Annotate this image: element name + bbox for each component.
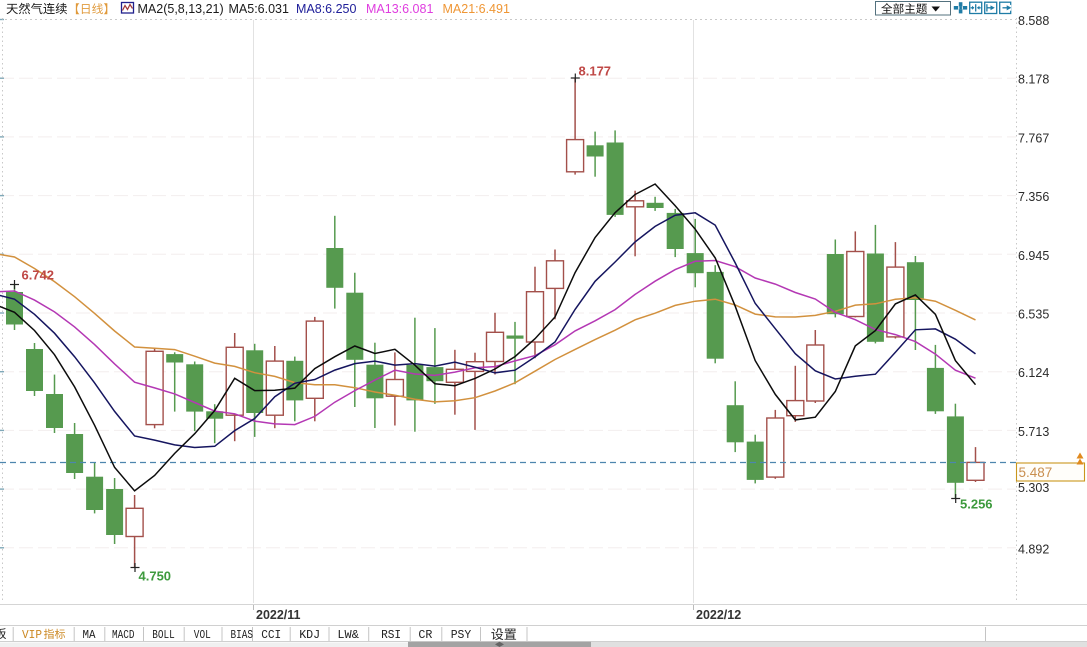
svg-text:8.588: 8.588: [1018, 14, 1049, 28]
svg-text:RSI: RSI: [381, 628, 401, 642]
svg-text:6.535: 6.535: [1018, 308, 1049, 322]
svg-text:2022/12: 2022/12: [696, 608, 741, 622]
svg-text:PSY: PSY: [451, 628, 472, 642]
svg-text:BIAS: BIAS: [231, 628, 254, 642]
svg-text:MA8:6.250: MA8:6.250: [296, 2, 357, 16]
svg-text:CCI: CCI: [261, 628, 281, 642]
svg-text:6.124: 6.124: [1018, 366, 1049, 380]
svg-text:MA2(5,8,13,21): MA2(5,8,13,21): [138, 2, 224, 16]
svg-text:VIP: VIP: [22, 628, 42, 642]
svg-text:7.356: 7.356: [1018, 190, 1049, 204]
svg-text:8.177: 8.177: [579, 64, 612, 79]
svg-text:MA5:6.031: MA5:6.031: [229, 2, 290, 16]
svg-text:5.713: 5.713: [1018, 425, 1049, 439]
svg-text:LW&: LW&: [337, 628, 359, 642]
svg-text:5.487: 5.487: [1019, 465, 1053, 480]
svg-text:4.750: 4.750: [139, 569, 172, 584]
svg-text:6.945: 6.945: [1018, 249, 1049, 263]
svg-text:MACD: MACD: [112, 628, 135, 642]
svg-text:8.178: 8.178: [1018, 73, 1049, 87]
svg-text:VOL: VOL: [194, 628, 211, 642]
svg-text:4.892: 4.892: [1018, 542, 1049, 556]
svg-text:BOLL: BOLL: [152, 628, 175, 642]
svg-text:KDJ: KDJ: [299, 628, 320, 642]
svg-text:5.303: 5.303: [1018, 481, 1049, 495]
svg-text:5.256: 5.256: [960, 497, 993, 512]
svg-text:6.742: 6.742: [22, 268, 55, 283]
svg-text:CR: CR: [418, 628, 432, 642]
svg-text:MA: MA: [83, 628, 97, 642]
svg-text:2022/11: 2022/11: [256, 608, 301, 622]
svg-text:MA13:6.081: MA13:6.081: [366, 2, 433, 16]
svg-text:7.767: 7.767: [1018, 131, 1049, 145]
svg-text:MA21:6.491: MA21:6.491: [443, 2, 510, 16]
